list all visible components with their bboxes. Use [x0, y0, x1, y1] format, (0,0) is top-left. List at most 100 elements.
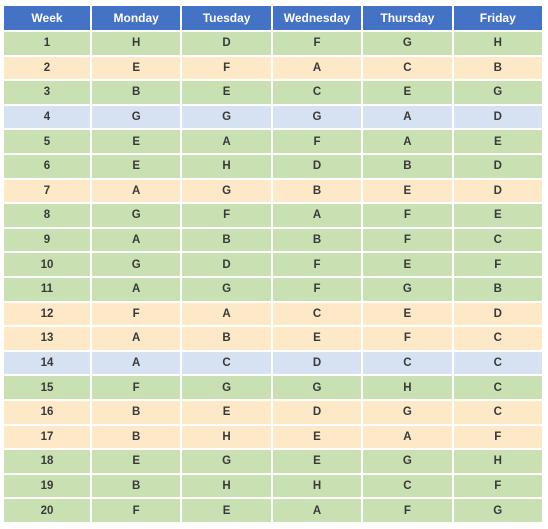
- monday-cell: E: [92, 130, 181, 153]
- tuesday-cell: G: [182, 179, 271, 203]
- week-cell: 12: [4, 302, 90, 326]
- friday-cell: D: [453, 154, 542, 178]
- friday-cell: C: [453, 376, 542, 399]
- thursday-cell: G: [363, 277, 452, 301]
- monday-cell: F: [92, 499, 181, 522]
- monday-cell: A: [92, 179, 181, 203]
- week-cell: 6: [4, 154, 90, 178]
- thursday-cell: E: [363, 179, 452, 203]
- friday-cell: F: [453, 425, 542, 449]
- table-row: 20 F E A F G: [4, 499, 542, 522]
- week-cell: 8: [4, 204, 90, 227]
- thursday-cell: F: [363, 499, 452, 522]
- header-monday: Monday: [92, 6, 181, 30]
- monday-cell: G: [92, 204, 181, 227]
- friday-cell: B: [453, 56, 542, 80]
- monday-cell: G: [92, 105, 181, 129]
- friday-cell: E: [453, 204, 542, 227]
- tuesday-cell: G: [182, 376, 271, 399]
- friday-cell: F: [453, 253, 542, 276]
- thursday-cell: A: [363, 130, 452, 153]
- header-wednesday: Wednesday: [272, 6, 362, 30]
- table-row: 19 B H H C F: [4, 474, 542, 498]
- monday-cell: A: [92, 327, 181, 350]
- wednesday-cell: G: [272, 376, 362, 399]
- wednesday-cell: H: [272, 474, 362, 498]
- thursday-cell: F: [363, 327, 452, 350]
- monday-cell: B: [92, 425, 181, 449]
- week-cell: 3: [4, 81, 90, 104]
- tuesday-cell: B: [182, 327, 271, 350]
- table-row: 15 F G G H C: [4, 376, 542, 399]
- table-row: 17 B H E A F: [4, 425, 542, 449]
- week-cell: 7: [4, 179, 90, 203]
- monday-cell: F: [92, 376, 181, 399]
- header-friday: Friday: [453, 6, 542, 30]
- header-thursday: Thursday: [363, 6, 452, 30]
- week-cell: 15: [4, 376, 90, 399]
- week-cell: 20: [4, 499, 90, 522]
- wednesday-cell: B: [272, 228, 362, 252]
- friday-cell: G: [453, 81, 542, 104]
- thursday-cell: G: [363, 32, 452, 55]
- table-row: 11 A G F G B: [4, 277, 542, 301]
- friday-cell: D: [453, 105, 542, 129]
- tuesday-cell: G: [182, 277, 271, 301]
- tuesday-cell: A: [182, 302, 271, 326]
- tuesday-cell: D: [182, 253, 271, 276]
- tuesday-cell: H: [182, 154, 271, 178]
- wednesday-cell: F: [272, 130, 362, 153]
- friday-cell: H: [453, 450, 542, 473]
- tuesday-cell: F: [182, 204, 271, 227]
- week-cell: 1: [4, 32, 90, 55]
- thursday-cell: C: [363, 351, 452, 375]
- tuesday-cell: C: [182, 351, 271, 375]
- table-row: 13 A B E F C: [4, 327, 542, 350]
- tuesday-cell: H: [182, 474, 271, 498]
- thursday-cell: F: [363, 204, 452, 227]
- thursday-cell: G: [363, 450, 452, 473]
- wednesday-cell: C: [272, 81, 362, 104]
- week-cell: 14: [4, 351, 90, 375]
- week-cell: 18: [4, 450, 90, 473]
- week-cell: 13: [4, 327, 90, 350]
- thursday-cell: C: [363, 474, 452, 498]
- wednesday-cell: B: [272, 179, 362, 203]
- wednesday-cell: E: [272, 327, 362, 350]
- week-cell: 9: [4, 228, 90, 252]
- wednesday-cell: F: [272, 277, 362, 301]
- monday-cell: E: [92, 450, 181, 473]
- tuesday-cell: F: [182, 56, 271, 80]
- monday-cell: G: [92, 253, 181, 276]
- tuesday-cell: H: [182, 425, 271, 449]
- table-row: 18 E G E G H: [4, 450, 542, 473]
- wednesday-cell: A: [272, 499, 362, 522]
- week-cell: 11: [4, 277, 90, 301]
- wednesday-cell: D: [272, 351, 362, 375]
- wednesday-cell: E: [272, 450, 362, 473]
- week-cell: 17: [4, 425, 90, 449]
- wednesday-cell: A: [272, 56, 362, 80]
- friday-cell: B: [453, 277, 542, 301]
- table-row: 14 A C D C C: [4, 351, 542, 375]
- wednesday-cell: G: [272, 105, 362, 129]
- friday-cell: C: [453, 327, 542, 350]
- wednesday-cell: D: [272, 400, 362, 424]
- thursday-cell: G: [363, 400, 452, 424]
- wednesday-cell: C: [272, 302, 362, 326]
- thursday-cell: F: [363, 228, 452, 252]
- wednesday-cell: F: [272, 32, 362, 55]
- tuesday-cell: A: [182, 130, 271, 153]
- wednesday-cell: D: [272, 154, 362, 178]
- wednesday-cell: A: [272, 204, 362, 227]
- monday-cell: F: [92, 302, 181, 326]
- monday-cell: E: [92, 154, 181, 178]
- friday-cell: C: [453, 351, 542, 375]
